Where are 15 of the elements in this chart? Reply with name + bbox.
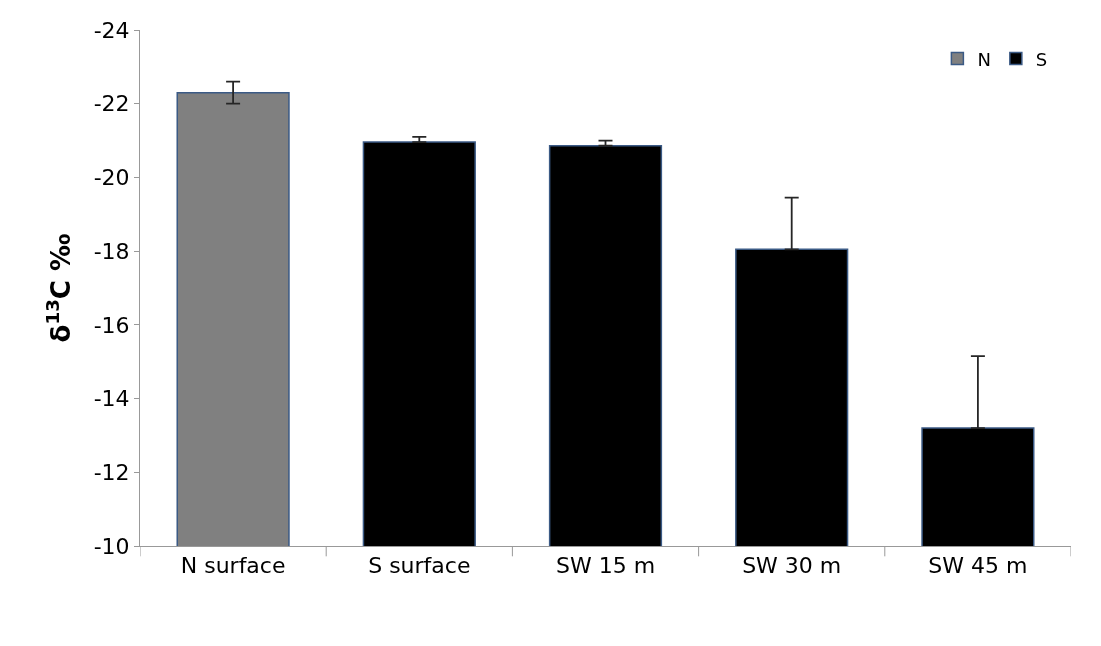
- legend-label: S: [1035, 48, 1048, 70]
- x-tick-label: S surface: [368, 553, 471, 579]
- y-tick-label: -10: [93, 533, 130, 559]
- y-tick-label: -18: [93, 238, 130, 264]
- x-tick-label: SW 30 m: [742, 553, 842, 579]
- legend-label: N: [977, 48, 991, 70]
- x-tick-label: N surface: [180, 553, 286, 579]
- x-tick-label: SW 15 m: [555, 553, 656, 579]
- y-tick-label: -16: [93, 312, 130, 338]
- y-tick-label: -12: [93, 459, 130, 485]
- y-tick-label: -20: [93, 165, 130, 191]
- y-tick-label: -22: [93, 91, 130, 117]
- y-tick-label: -14: [93, 386, 130, 412]
- x-tick-label: SW 45 m: [928, 553, 1028, 579]
- y-tick-label: -24: [93, 17, 130, 43]
